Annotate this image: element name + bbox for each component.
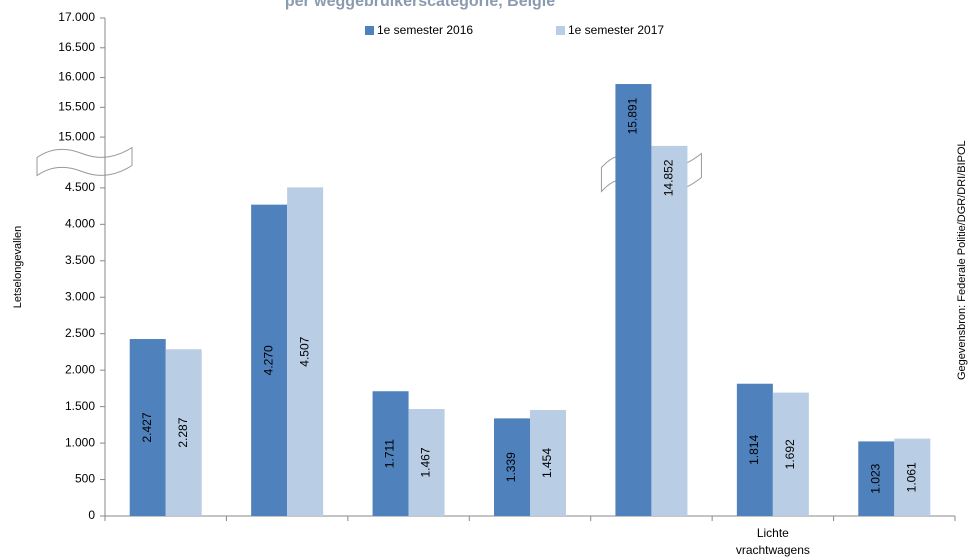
value-label: 1.814 (747, 435, 761, 465)
y-tick-label: 4.500 (65, 180, 95, 194)
y-tick-label: 17.000 (58, 10, 95, 24)
chart-title: per weggebruikerscategorie, België (285, 0, 555, 10)
value-label: 1.711 (383, 439, 397, 468)
bar (372, 391, 409, 516)
bar (165, 349, 202, 516)
bar (494, 418, 530, 516)
value-label: 1.061 (904, 462, 918, 492)
bar (651, 145, 688, 517)
value-label: 4.270 (261, 345, 275, 375)
value-label: 15.891 (626, 97, 640, 134)
bar (772, 392, 809, 516)
y-tick-label: 500 (75, 472, 95, 486)
y-tick-label: 0 (88, 508, 95, 522)
bar (129, 339, 166, 516)
value-label: 2.427 (140, 412, 154, 442)
legend-label: 1e semester 2017 (568, 23, 664, 37)
value-label: 1.692 (783, 439, 797, 469)
y-tick-label: 15.000 (58, 129, 95, 143)
x-tick-label: Lichte vrachtwagens (736, 526, 810, 557)
y-tick-label: 16.000 (58, 70, 95, 84)
y-tick-label: 16.500 (58, 40, 95, 54)
bar (287, 187, 324, 517)
value-label: 1.454 (540, 448, 554, 478)
bar (530, 409, 566, 516)
source-note: Gegevensbron: Federale Politie/DGR/DRI/B… (956, 140, 968, 380)
legend-swatch (556, 26, 565, 35)
break-mark (36, 146, 133, 177)
bar (251, 204, 288, 517)
legend-swatch (365, 26, 374, 35)
y-tick-label: 3.000 (65, 289, 95, 303)
bar (894, 438, 931, 516)
value-label: 14.852 (662, 159, 676, 196)
bar (858, 441, 895, 516)
y-tick-label: 15.500 (58, 99, 95, 113)
bar (408, 409, 445, 516)
legend-label: 1e semester 2016 (377, 23, 473, 37)
y-tick-label: 1.500 (65, 399, 95, 413)
y-tick-label: 2.000 (65, 362, 95, 376)
value-label: 1.467 (419, 447, 433, 477)
bar (736, 383, 773, 516)
y-tick-label: 3.500 (65, 253, 95, 267)
y-axis-label: Letselongevallen (12, 226, 24, 309)
value-label: 2.287 (176, 417, 190, 447)
axis-breaks (36, 146, 702, 193)
value-label: 1.339 (504, 452, 518, 482)
y-tick-label: 2.500 (65, 326, 95, 340)
value-label: 1.023 (868, 463, 882, 493)
value-label: 4.507 (297, 336, 311, 366)
y-tick-label: 4.000 (65, 217, 95, 231)
bar (615, 84, 652, 516)
y-tick-label: 1.000 (65, 435, 95, 449)
